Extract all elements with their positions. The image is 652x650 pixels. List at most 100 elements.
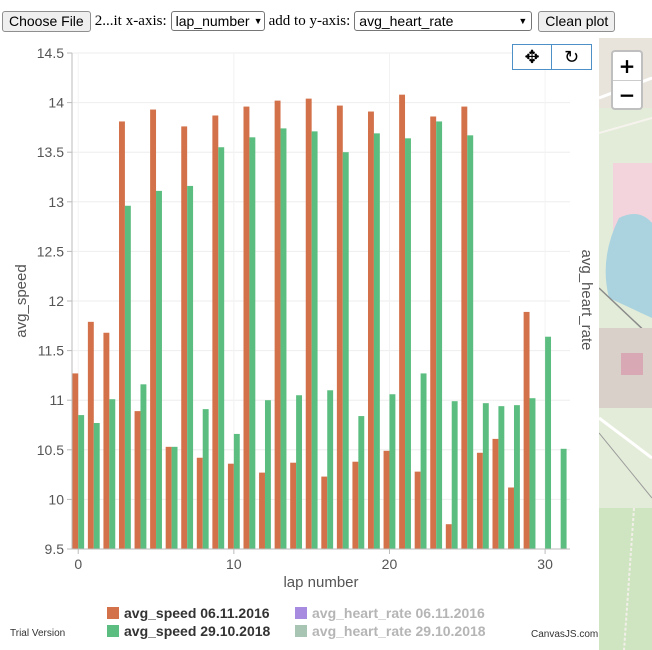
y-axis-label: add to y-axis:	[268, 12, 351, 29]
bar-speed-2016	[492, 438, 499, 549]
bar-speed-2018	[513, 405, 520, 549]
bar-speed-2018	[327, 390, 334, 549]
y-tick-label: 12	[48, 293, 64, 309]
y-tick-label: 11.5	[38, 343, 64, 359]
bar-speed-2018	[249, 137, 256, 549]
bar-speed-2018	[109, 399, 116, 549]
bar-speed-2016	[274, 100, 281, 549]
trial-version-label: Trial Version	[10, 628, 66, 639]
y-tick-label: 12.5	[37, 243, 64, 259]
bar-speed-2018	[405, 138, 411, 549]
map-tiles	[599, 38, 652, 650]
bar-speed-2016	[430, 116, 437, 549]
y-tick-label: 9.5	[45, 541, 65, 557]
bar-speed-2018	[342, 152, 349, 549]
bar-speed-2018	[451, 401, 458, 549]
bar-speed-2018	[233, 433, 240, 549]
bar-speed-2018	[187, 185, 194, 550]
x-axis-label: x-axis:	[125, 12, 167, 29]
bar-speed-2018	[482, 403, 489, 549]
map-zoom-control: + −	[611, 50, 643, 110]
bar-speed-2016	[103, 332, 110, 549]
bar-speed-2018	[124, 205, 131, 549]
bar-speed-2016	[305, 98, 312, 549]
chart-bars	[72, 94, 567, 550]
map-panel[interactable]	[599, 38, 652, 650]
toolbar: Choose File 2...it x-axis: lap_number ▼ …	[2, 10, 616, 32]
y-axis-select[interactable]: avg_heart_rate ▼	[354, 11, 533, 31]
bar-speed-2016	[243, 106, 250, 550]
bar-speed-2016	[118, 121, 125, 549]
legend-label: avg_heart_rate 06.11.2016	[312, 605, 485, 621]
bar-speed-2018	[78, 415, 85, 549]
zoom-out-button[interactable]: −	[618, 83, 636, 107]
legend-swatch	[107, 625, 119, 637]
chart-legend: avg_speed 06.11.2016 avg_heart_rate 06.11…	[107, 605, 486, 639]
legend-label: avg_heart_rate 29.10.2018	[312, 623, 486, 639]
bar-speed-2016	[476, 452, 483, 549]
bar-speed-2018	[545, 336, 552, 549]
legend-label: avg_speed 29.10.2018	[124, 623, 271, 639]
bar-speed-2016	[414, 471, 421, 549]
bar-speed-2018	[280, 128, 287, 549]
chevron-down-icon: ▼	[253, 16, 263, 26]
bar-speed-2016	[87, 321, 94, 549]
x-tick-label: 20	[382, 556, 398, 572]
chart: 9.5 10 10.5 11 11.5 12 12.5 13 13.5 14 14.5 0 10 20 30…	[13, 45, 595, 639]
bar-speed-2018	[218, 147, 225, 550]
x-tick-label: 10	[226, 556, 242, 572]
choose-file-button[interactable]: Choose File	[2, 10, 91, 32]
file-name: 2...it	[94, 12, 122, 29]
x-axis-select-value: lap_number	[175, 13, 250, 29]
bar-speed-2018	[560, 448, 567, 549]
reset-icon[interactable]: ↻	[552, 44, 592, 70]
chevron-down-icon: ▼	[518, 16, 528, 26]
bar-speed-2018	[498, 406, 505, 549]
bar-speed-2016	[259, 472, 265, 549]
x-tick-label: 0	[74, 556, 82, 572]
y-tick-label: 14	[48, 95, 64, 111]
bar-speed-2016	[227, 463, 234, 549]
bar-speed-2018	[296, 395, 303, 549]
bar-speed-2016	[461, 106, 468, 550]
bar-speed-2016	[523, 311, 530, 549]
bar-speed-2016	[181, 126, 188, 550]
clean-plot-button[interactable]: Clean plot	[538, 10, 616, 32]
x-axis-select[interactable]: lap_number ▼	[170, 11, 265, 31]
y-tick-label: 14.5	[37, 45, 64, 61]
bar-speed-2016	[165, 446, 172, 549]
legend-swatch	[107, 607, 119, 619]
bar-speed-2016	[383, 450, 390, 549]
bar-speed-2018	[93, 423, 100, 549]
bar-speed-2018	[436, 121, 443, 549]
y2-axis-title: avg_heart_rate	[578, 250, 595, 351]
bar-speed-2018	[311, 131, 318, 550]
bar-speed-2016	[321, 476, 328, 549]
legend-label: avg_speed 06.11.2016	[124, 605, 270, 621]
bar-speed-2016	[336, 105, 343, 550]
bar-speed-2016	[399, 94, 406, 549]
bar-speed-2018	[373, 133, 380, 550]
bar-speed-2016	[367, 111, 374, 549]
y-axis-select-value: avg_heart_rate	[359, 13, 454, 29]
canvasjs-credit[interactable]: CanvasJS.com	[531, 629, 599, 640]
bar-speed-2018	[529, 398, 536, 549]
bar-speed-2016	[134, 411, 141, 549]
bar-speed-2018	[202, 409, 209, 549]
bar-speed-2016	[508, 487, 514, 549]
y-tick-label: 10.5	[37, 442, 64, 458]
y-tick-label: 10	[48, 491, 64, 507]
y-tick-label: 11	[49, 392, 64, 408]
x-tick-label: 30	[537, 556, 553, 572]
bar-speed-2016	[196, 457, 203, 549]
zoom-in-button[interactable]: +	[613, 52, 641, 81]
bar-speed-2018	[264, 400, 271, 549]
bar-speed-2016	[352, 461, 359, 549]
bar-speed-2016	[212, 115, 219, 549]
x-axis-title: lap number	[283, 574, 358, 591]
bar-speed-2018	[389, 394, 396, 549]
chart-toolbar: ✥ ↻	[512, 44, 592, 70]
move-arrows-icon[interactable]: ✥	[512, 44, 552, 70]
bar-speed-2018	[171, 446, 178, 549]
bar-speed-2016	[445, 524, 452, 549]
